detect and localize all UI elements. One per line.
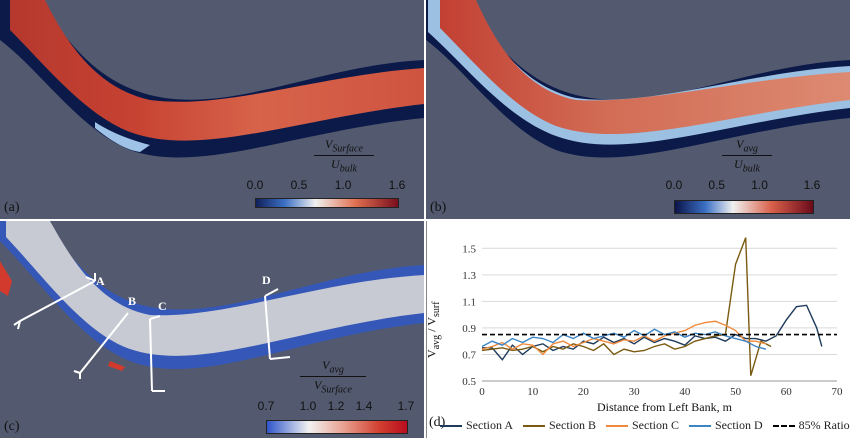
panel-c-section-b-label: B: [128, 294, 137, 308]
legend-section-c: Section C: [606, 418, 679, 433]
panel-a-velocity-field: [0, 0, 424, 158]
panel-b-colorbar: [674, 200, 814, 214]
chart-x-tick-label: 0: [479, 386, 485, 398]
panel-b-depth-avg-velocity: Vavg Ubulk 0.0 0.5 1.0 1.6 (b): [426, 0, 850, 219]
panel-c-section-lines: [19, 280, 271, 392]
panel-c-colorbar: [266, 420, 408, 434]
chart-series-line-section-c: [481, 320, 767, 356]
chart-y-tick-label: 0.5: [462, 376, 476, 388]
chart-x-tick-label: 10: [527, 386, 539, 398]
legend-section-a: Section A: [440, 418, 513, 433]
chart-legend: Section A Section B Section C Section D …: [440, 418, 850, 433]
panel-c-section-a-label: A: [96, 274, 105, 288]
chart-y-tick-label: 1.5: [462, 243, 476, 255]
chart-x-axis-label: Distance from Left Bank, m: [597, 400, 732, 414]
panel-c-label: (c): [4, 419, 20, 434]
panel-d-chart: 0.5 0.7 0.9 1.1 1.3 1.5 0 10 20 30 40 50 60 70 Distan…: [426, 221, 850, 438]
chart-x-tick-label: 60: [781, 386, 793, 398]
chart-x-tick-label: 50: [730, 386, 742, 398]
chart-series-line-section-b: [481, 237, 772, 376]
legend-section-b: Section B: [523, 418, 596, 433]
chart-x-tick-label: 70: [832, 386, 844, 398]
panel-b-label: (b): [430, 200, 447, 215]
chart-y-axis-label: Vavg / Vsurf: [427, 301, 442, 357]
panel-c-section-c-label: C: [158, 299, 167, 313]
chart-x-tick-label: 30: [629, 386, 641, 398]
panel-c-velocity-ratio: A B C D Vavg VSurface 0.7 1.0 1.2 1.4 1.…: [0, 221, 424, 438]
panel-a-surface-velocity: VSurface Ubulk 0.0 0.5 1.0 1.6 (a): [0, 0, 424, 219]
chart-y-tick-label: 0.7: [462, 349, 476, 361]
chart-series-line-section-d: [481, 328, 767, 350]
panel-b-colorbar-ticks: 0.0 0.5 1.0 1.6: [665, 178, 821, 192]
panel-a-colorbar: [255, 198, 399, 208]
panel-c-velocity-field: [0, 221, 424, 392]
panel-a-color-legend-title: VSurface Ubulk: [314, 137, 374, 175]
panel-a-colorbar-ticks: 0.0 0.5 1.0 1.6: [246, 178, 406, 192]
panel-c-color-legend-title: Vavg VSurface: [300, 358, 366, 396]
legend-section-d: Section D: [689, 418, 763, 433]
panel-a-label: (a): [4, 200, 20, 215]
panel-b-velocity-field: [426, 0, 850, 158]
panel-b-color-legend-title: Vavg Ubulk: [722, 137, 772, 175]
panel-c-colorbar-ticks: 0.7 1.0 1.2 1.4 1.7: [257, 399, 415, 413]
chart-y-tick-label: 1.1: [462, 296, 476, 308]
chart-x-tick-label: 20: [578, 386, 590, 398]
chart-series-line-section-a: [482, 304, 823, 361]
chart-y-tick-label: 1.3: [462, 270, 476, 282]
legend-85-ratio: 85% Ratio: [772, 418, 850, 433]
panel-c-section-d-label: D: [262, 273, 271, 287]
chart-x-tick-label: 40: [679, 386, 691, 398]
chart-y-tick-label: 0.9: [462, 323, 476, 335]
velocity-ratio-chart: 0.5 0.7 0.9 1.1 1.3 1.5 0 10 20 30 40 50 60 70: [462, 237, 844, 398]
